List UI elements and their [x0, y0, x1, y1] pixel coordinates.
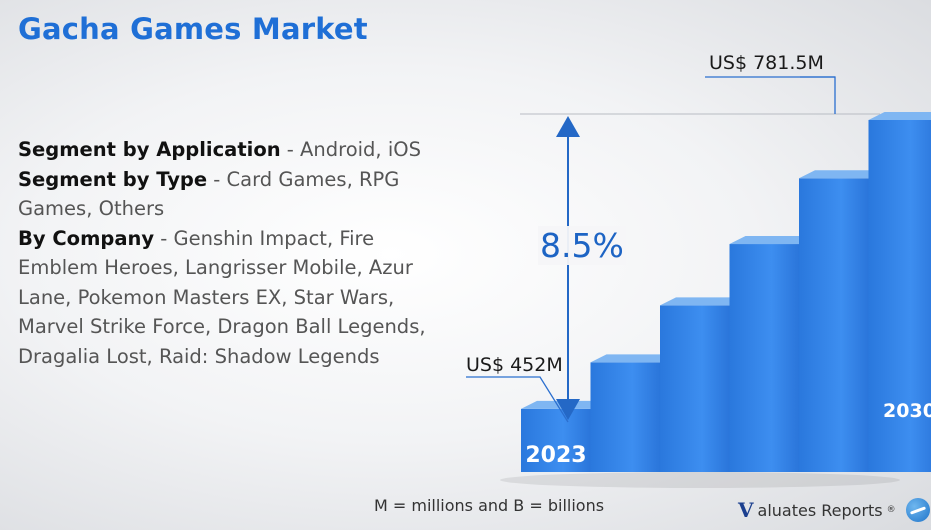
bar-year-label-0: 2023 — [525, 443, 586, 468]
bar-front-4 — [799, 178, 869, 472]
logo-mark: V — [738, 498, 754, 522]
cagr-arrow-down-head — [556, 399, 580, 420]
segment-company: By Company - Genshin Impact, Fire Emblem… — [18, 226, 426, 368]
globe-icon — [905, 498, 930, 522]
bar-year-label-5: 2030 — [883, 400, 931, 422]
start-value-label: US$ 452M — [466, 354, 563, 376]
segment-list: Segment by Application - Android, iOS Se… — [18, 135, 458, 371]
bar-front-5 — [868, 120, 931, 472]
bar-top-2 — [660, 297, 746, 306]
bar-front-1 — [590, 362, 661, 472]
cagr-label: 8.5% — [538, 226, 626, 265]
start-label-leader — [466, 376, 569, 423]
chart-shadow — [500, 472, 900, 488]
page-title: Gacha Games Market — [18, 12, 368, 46]
cagr-arrow-up-head — [556, 116, 580, 137]
bar-top-3 — [729, 236, 816, 245]
bar-top-5 — [868, 112, 931, 120]
valuates-logo: V aluates Reports ® — [738, 497, 930, 523]
bar-front-0 — [521, 408, 591, 472]
segment-type: Segment by Type - Card Games, RPG Games,… — [18, 167, 400, 221]
end-value-label: US$ 781.5M — [709, 52, 824, 74]
bar-front-3 — [729, 244, 800, 472]
logo-text: aluates Reports — [757, 500, 883, 520]
logo-registered: ® — [886, 505, 896, 515]
bar-front-2 — [660, 305, 730, 472]
end-label-leader — [705, 76, 836, 114]
bar-top-4 — [799, 170, 885, 179]
segment-application: Segment by Application - Android, iOS — [18, 138, 421, 161]
footnote: M = millions and B = billions — [374, 496, 605, 515]
bar-top-1 — [590, 354, 677, 363]
